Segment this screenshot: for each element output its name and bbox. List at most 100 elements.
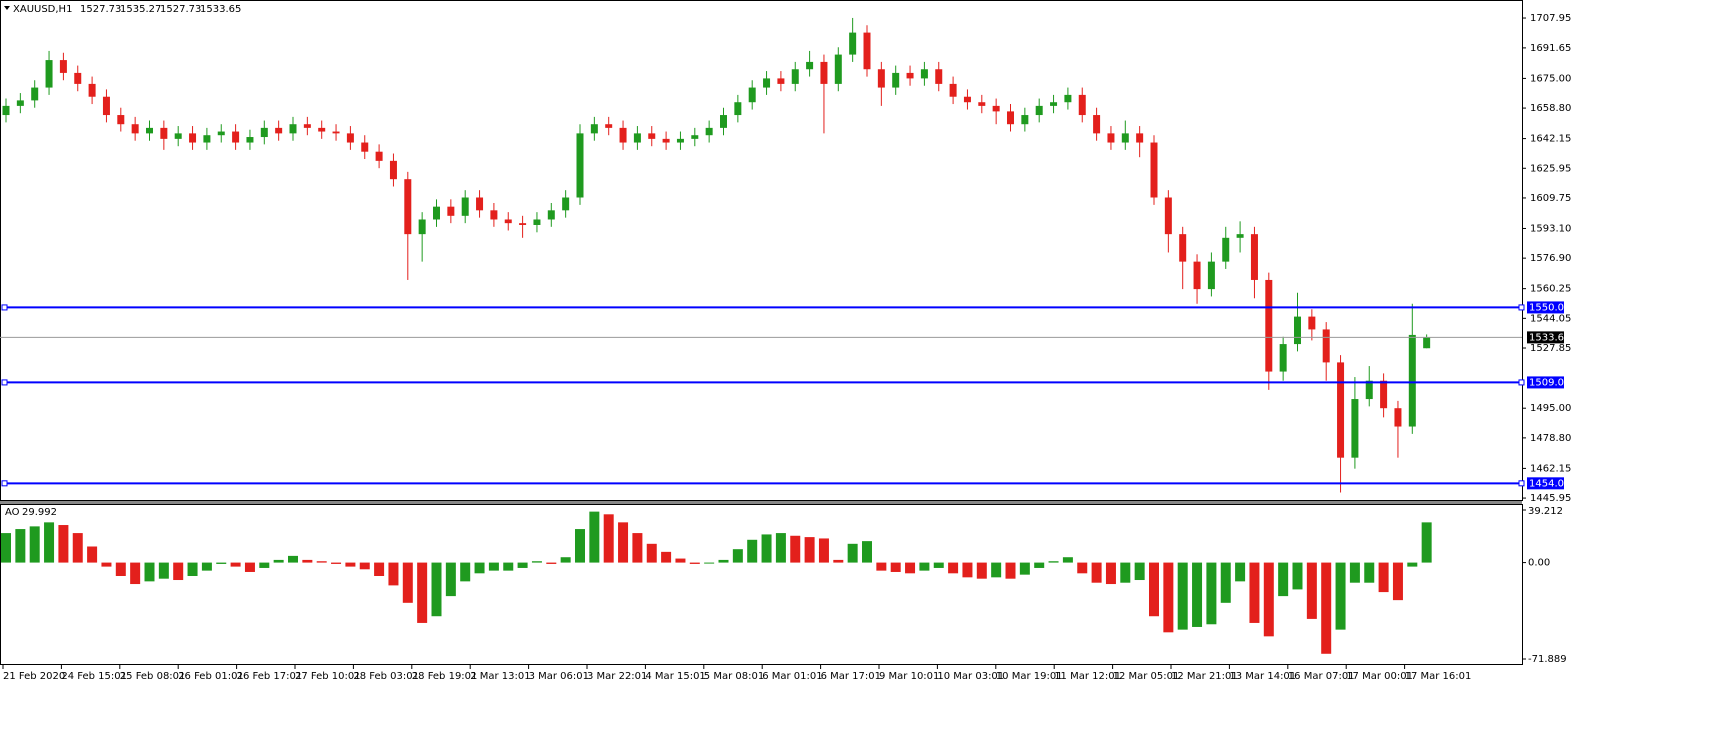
candle-body	[949, 83, 957, 97]
ao-bar	[488, 562, 499, 571]
indicator-value: 29.992	[22, 507, 57, 518]
ao-tick-label: 39.212	[1528, 506, 1563, 517]
candle-body	[1136, 133, 1144, 143]
candle-body	[88, 83, 96, 97]
candle-body	[777, 78, 785, 84]
ao-bar	[1364, 562, 1375, 583]
indicator-name: AO	[5, 507, 20, 518]
ao-bar	[761, 534, 772, 563]
candle-body	[246, 137, 254, 143]
ao-bar	[1349, 562, 1360, 583]
ao-bar	[847, 543, 858, 563]
x-tick-label: 26 Feb 17:01	[237, 671, 303, 682]
candle-body	[1308, 316, 1316, 330]
ao-bar	[575, 529, 585, 563]
candle-body	[1193, 261, 1201, 290]
ao-bar	[775, 533, 786, 563]
candle-body	[1365, 380, 1373, 400]
ao-bar	[589, 511, 600, 563]
ao-bar	[732, 549, 743, 563]
y-tick-label: 1544.05	[1530, 313, 1571, 324]
ao-bar	[402, 562, 413, 603]
ao-bar	[1149, 562, 1159, 617]
ao-bar	[689, 562, 700, 564]
ao-bar	[1034, 562, 1045, 568]
x-tick-label: 27 Feb 10:01	[295, 671, 361, 682]
candle-body	[820, 61, 828, 84]
ao-bar	[316, 561, 327, 563]
ao-bar	[976, 562, 987, 579]
ao-bar	[1321, 562, 1332, 654]
ao-bar	[962, 562, 973, 578]
ao-bar	[632, 533, 643, 563]
ao-bar	[29, 526, 40, 563]
candle-body	[547, 210, 555, 220]
candle-body	[1078, 94, 1086, 116]
y-tick-label: 1462.15	[1530, 463, 1571, 474]
last-open: 1527.73	[80, 4, 121, 15]
ao-bar	[1292, 562, 1303, 590]
ao-bar	[388, 562, 399, 586]
candle-body	[16, 100, 24, 106]
candle-body	[174, 133, 182, 139]
ao-tick-label: -71.889	[1528, 654, 1567, 665]
ao-bar	[862, 541, 872, 563]
ao-bar	[1163, 562, 1174, 633]
level-box	[1527, 376, 1564, 389]
candle-body	[935, 69, 943, 84]
candle-body	[748, 87, 756, 103]
candle-body	[562, 197, 570, 211]
candle-body	[519, 223, 527, 225]
ao-bar	[15, 529, 26, 563]
ao-bar	[1134, 562, 1145, 581]
x-tick-label: 12 Mar 21:01	[1171, 671, 1238, 682]
ao-bar	[933, 562, 944, 568]
ao-bar	[216, 562, 227, 564]
y-tick-label: 1658.80	[1530, 103, 1571, 114]
candle-body	[590, 124, 598, 134]
x-tick-label: 25 Feb 08:01	[120, 671, 186, 682]
candle-body	[533, 219, 541, 225]
candle-body	[619, 127, 627, 143]
x-tick-label: 26 Feb 01:01	[178, 671, 244, 682]
x-tick-label: 16 Mar 07:01	[1288, 671, 1355, 682]
ao-bar	[158, 562, 169, 579]
candle-body	[260, 127, 268, 138]
ao-bar	[259, 562, 270, 568]
candle-body	[1337, 362, 1345, 458]
candle-body	[189, 133, 197, 143]
x-tick-label: 4 Mar 15:01	[645, 671, 705, 682]
candle-body	[203, 135, 211, 143]
level-handle	[1518, 379, 1525, 386]
y-tick-label: 1675.00	[1530, 73, 1571, 84]
candle-body	[1007, 111, 1014, 125]
candle-body	[2, 105, 10, 116]
ao-bar	[546, 562, 557, 564]
ao-bar	[661, 551, 672, 563]
candle-body	[59, 60, 67, 73]
candle-body	[1150, 142, 1158, 198]
candle-body	[906, 72, 914, 79]
ao-bar	[1421, 522, 1432, 563]
ao-bar	[618, 522, 629, 563]
candle-body	[1351, 399, 1359, 458]
candle-body	[734, 102, 742, 116]
candle-body	[346, 133, 354, 143]
candle-body	[1294, 316, 1301, 345]
ao-bar	[173, 562, 184, 581]
candle-body	[1021, 115, 1029, 125]
ao-bar	[144, 562, 155, 582]
level-handle	[1, 379, 8, 386]
candle-body	[691, 135, 699, 139]
x-tick-label: 10 Mar 03:01	[937, 671, 1004, 682]
candle-body	[992, 105, 1000, 112]
level-label: 1550.00	[1529, 302, 1570, 313]
ao-bar	[431, 562, 442, 617]
candle-body	[232, 131, 240, 143]
ao-bar	[374, 562, 385, 576]
ao-bar	[1048, 561, 1059, 563]
y-tick-label: 1707.95	[1530, 13, 1571, 24]
candle-body	[633, 133, 641, 143]
candle-body	[676, 138, 684, 143]
